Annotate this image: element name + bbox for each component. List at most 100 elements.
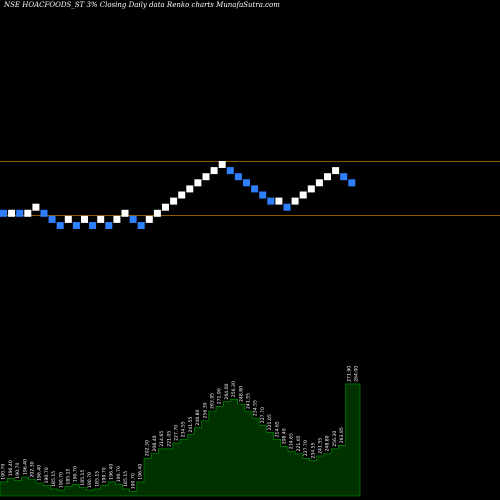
volume-label: 190.70 xyxy=(87,472,93,488)
renko-brick-down xyxy=(243,179,250,187)
volume-label: 190.70 xyxy=(58,472,64,488)
volume-label: 227.70 xyxy=(303,440,309,456)
volume-label: 241.55 xyxy=(318,438,324,454)
renko-brick-up xyxy=(162,203,169,211)
renko-brick-up xyxy=(97,215,105,223)
volume-label: 248.80 xyxy=(238,386,244,402)
renko-brick-up xyxy=(194,179,202,187)
volume-label: 221.05 xyxy=(166,431,172,447)
volume-label: 214.65 xyxy=(274,421,280,437)
renko-brick-up xyxy=(291,197,299,205)
renko-brick-up xyxy=(178,191,186,199)
renko-brick-down xyxy=(234,173,242,181)
renko-brick-up xyxy=(170,197,178,205)
volume-label: 202.30 xyxy=(30,461,36,477)
volume-label: 234.55 xyxy=(181,421,187,437)
volume-label: 196.40 xyxy=(138,464,144,480)
volume-label: 227.70 xyxy=(260,407,266,423)
volume-label: 185.15 xyxy=(51,471,57,487)
renko-brick-up xyxy=(8,209,16,217)
volume-label: 241.55 xyxy=(188,416,194,432)
volume-label: 263.95 xyxy=(210,393,216,409)
volume-area xyxy=(0,383,361,497)
renko-brick-down xyxy=(267,197,275,205)
volume-label: 202.30 xyxy=(145,440,151,456)
renko-brick-down xyxy=(56,222,64,229)
renko-brick-down xyxy=(259,191,267,199)
volume-label: 190.70 xyxy=(130,473,136,489)
volume-label: 221.05 xyxy=(296,435,302,451)
volume-label: 208.40 xyxy=(152,435,158,451)
renko-brick-up xyxy=(121,209,129,217)
chart-title: NSE HOACFOODS_ST 3% Closing Daily data R… xyxy=(3,1,280,9)
renko-brick-up xyxy=(307,185,315,193)
volume-label: 248.80 xyxy=(195,409,201,425)
volume-label: 190.70 xyxy=(1,464,7,480)
renko-brick-up xyxy=(315,179,323,187)
renko-brick-down xyxy=(137,222,145,229)
renko-bricks xyxy=(0,161,356,229)
renko-brick-up xyxy=(299,191,307,199)
volume-label: 190.70 xyxy=(73,466,79,482)
volume-label: 190.70 xyxy=(102,467,108,483)
renko-brick-down xyxy=(348,179,356,187)
renko-brick-down xyxy=(340,173,348,181)
renko-brick-up xyxy=(210,167,218,175)
volume-label: 264.00 xyxy=(354,366,360,382)
volume-label: 227.70 xyxy=(174,425,180,441)
volume-label: 256.30 xyxy=(332,431,338,447)
renko-brick-down xyxy=(40,209,48,217)
volume-label: 185.15 xyxy=(123,471,129,487)
volume-label: 214.65 xyxy=(289,433,295,449)
volume-label: 190.70 xyxy=(44,467,50,483)
renko-brick-up xyxy=(32,203,40,211)
volume-label: 234.55 xyxy=(310,442,316,458)
volume-label: 248.80 xyxy=(325,435,331,451)
volume-label: 185.15 xyxy=(66,468,72,484)
renko-brick-up xyxy=(64,215,72,223)
renko-brick-up xyxy=(202,173,210,181)
volume-label: 271.90 xyxy=(217,388,223,404)
renko-brick-down xyxy=(129,215,137,223)
renko-brick-down xyxy=(48,215,56,223)
renko-brick-down xyxy=(283,203,291,211)
renko-brick-down xyxy=(0,209,7,217)
renko-brick-up xyxy=(218,161,226,168)
volume-label: 256.30 xyxy=(231,381,237,397)
renko-brick-down xyxy=(251,185,259,193)
volume-label: 221.05 xyxy=(267,414,273,430)
volume-label: 256.30 xyxy=(202,402,208,418)
renko-brick-up xyxy=(324,173,331,181)
volume-label: 190.70 xyxy=(15,463,21,479)
renko-brick-up xyxy=(153,209,161,217)
renko-brick-up xyxy=(81,215,88,223)
renko-brick-up xyxy=(113,215,121,223)
volume-label: 271.90 xyxy=(346,366,352,382)
volume-label: 185.15 xyxy=(80,470,86,486)
renko-brick-up xyxy=(332,167,340,175)
volume-label: 196.40 xyxy=(37,465,43,481)
volume-label: 196.40 xyxy=(8,460,14,476)
volume-label: 190.70 xyxy=(116,466,122,482)
volume-label: 214.65 xyxy=(159,431,165,447)
renko-brick-up xyxy=(275,197,283,205)
volume-label: 196.40 xyxy=(109,464,115,480)
renko-brick-up xyxy=(24,209,32,217)
renko-brick-down xyxy=(89,222,97,229)
volume-label: 264.00 xyxy=(224,383,230,399)
volume-label: 208.40 xyxy=(282,428,288,444)
renko-brick-down xyxy=(16,209,24,217)
renko-brick-down xyxy=(105,222,113,229)
volume-label: 185.15 xyxy=(94,471,100,487)
renko-brick-down xyxy=(72,222,80,229)
volume-area-path xyxy=(0,383,361,497)
volume-label: 234.55 xyxy=(253,400,259,416)
volume-label: 263.95 xyxy=(339,427,345,443)
renko-brick-up xyxy=(186,185,194,193)
volume-labels: 190.70 196.40 190.70 196.40 202.30 196.40 190.… xyxy=(1,366,360,490)
volume-label: 196.40 xyxy=(22,459,28,475)
renko-brick-up xyxy=(145,215,153,223)
volume-label: 241.55 xyxy=(246,393,252,409)
renko-brick-down xyxy=(226,167,234,175)
